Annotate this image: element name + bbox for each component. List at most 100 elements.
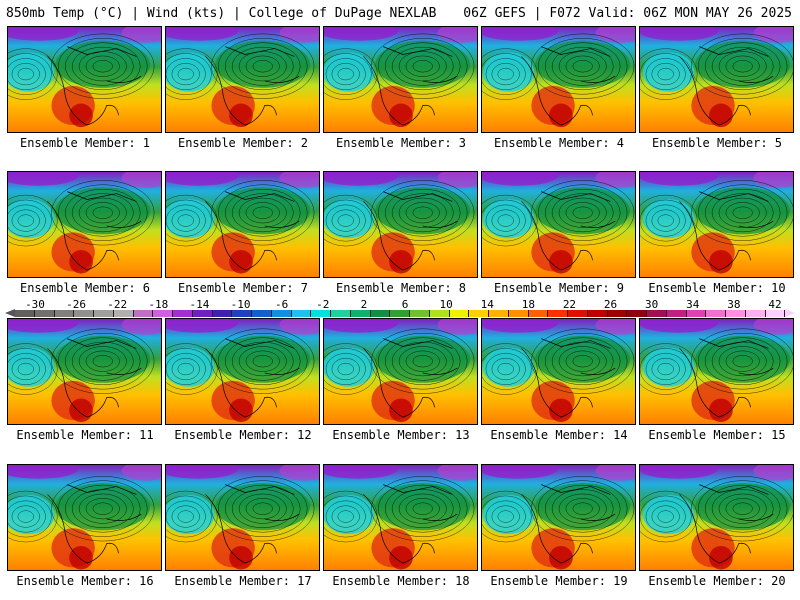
colorbar-cell — [706, 310, 726, 317]
colorbar-tick-label: 2 — [360, 298, 368, 311]
ensemble-member-label: Ensemble Member: 13 — [332, 428, 470, 442]
colorbar-cell — [607, 310, 628, 317]
temperature-wind-map-graphic — [166, 465, 319, 570]
ensemble-member-label: Ensemble Member: 11 — [16, 428, 154, 442]
colorbar-cell — [469, 310, 489, 317]
colorbar-cell — [686, 310, 707, 317]
colorbar-tick-label: 18 — [521, 298, 535, 311]
ensemble-member-label: Ensemble Member: 3 — [335, 136, 467, 150]
colorbar-cell — [627, 310, 647, 317]
temperature-wind-map-graphic — [640, 27, 793, 132]
temperature-wind-map-graphic — [324, 319, 477, 424]
temperature-wind-map-graphic — [166, 172, 319, 277]
ensemble-member-label: Ensemble Member: 1 — [19, 136, 151, 150]
ensemble-member-map — [7, 464, 162, 571]
colorbar-cell — [765, 310, 786, 317]
ensemble-member-label: Ensemble Member: 16 — [16, 574, 154, 588]
ensemble-member-map — [165, 26, 320, 133]
colorbar-tick-label: 6 — [401, 298, 409, 311]
colorbar-cell — [647, 310, 667, 317]
colorbar-cell — [173, 310, 193, 317]
temperature-wind-map-graphic — [8, 27, 161, 132]
colorbar-tick-label: 42 — [768, 298, 782, 311]
ensemble-member-map — [165, 171, 320, 278]
colorbar-cell — [489, 310, 509, 317]
ensemble-member-map — [323, 464, 478, 571]
colorbar-cell — [449, 310, 470, 317]
colorbar-cell — [252, 310, 272, 317]
colorbar-cell — [94, 310, 114, 317]
colorbar-cell — [133, 310, 154, 317]
colorbar-cell — [74, 310, 94, 317]
temperature-wind-map-graphic — [640, 319, 793, 424]
colorbar-cell — [291, 310, 312, 317]
ensemble-member-map — [481, 26, 636, 133]
ensemble-member-map — [165, 464, 320, 571]
colorbar-cell — [153, 310, 173, 317]
temperature-wind-map-graphic — [166, 27, 319, 132]
colorbar-tick-label: -6 — [275, 298, 289, 311]
colorbar-cell — [54, 310, 75, 317]
ensemble-member-label: Ensemble Member: 14 — [490, 428, 628, 442]
colorbar-tick-label: -14 — [189, 298, 210, 311]
temperature-wind-map-graphic — [8, 172, 161, 277]
ensemble-member-map — [323, 171, 478, 278]
colorbar-cell — [192, 310, 213, 317]
temperature-wind-map-graphic — [640, 465, 793, 570]
colorbar-cell — [311, 310, 331, 317]
colorbar-cell — [587, 310, 608, 317]
temperature-wind-map-graphic — [482, 172, 635, 277]
colorbar-cell — [528, 310, 549, 317]
colorbar-cell — [113, 310, 134, 317]
temperature-wind-map-graphic — [482, 465, 635, 570]
ensemble-member-map — [481, 464, 636, 571]
colorbar-cell — [271, 310, 292, 317]
ensemble-member-label: Ensemble Member: 12 — [174, 428, 312, 442]
ensemble-member-label: Ensemble Member: 8 — [335, 281, 467, 295]
ensemble-member-label: Ensemble Member: 5 — [651, 136, 783, 150]
ensemble-member-map — [639, 318, 794, 425]
temperature-colorbar: -30 -26 -22 -18 -14 -10 -6 -2 2 6 10 14 18 22 26 30 34 38… — [5, 298, 795, 318]
colorbar-cell — [726, 310, 746, 317]
colorbar-tick-label: -10 — [230, 298, 251, 311]
run-valid-time: 06Z GEFS | F072 Valid: 06Z MON MAY 26 20… — [463, 6, 792, 21]
colorbar-tick-label: -18 — [148, 298, 169, 311]
colorbar-tick-label: -2 — [316, 298, 330, 311]
colorbar-cell — [212, 310, 233, 317]
colorbar-cell — [666, 310, 687, 317]
colorbar-tick-label: -30 — [25, 298, 45, 311]
map-title: 850mb Temp (°C) | Wind (kts) | College o… — [6, 6, 437, 21]
temperature-wind-map-graphic — [166, 319, 319, 424]
ensemble-member-label: Ensemble Member: 7 — [177, 281, 309, 295]
ensemble-member-map — [165, 318, 320, 425]
colorbar-tick-label: 34 — [686, 298, 700, 311]
colorbar-tick-label: 10 — [439, 298, 453, 311]
colorbar-cell — [508, 310, 529, 317]
colorbar-cell — [390, 310, 410, 317]
colorbar-cell — [410, 310, 430, 317]
ensemble-member-label: Ensemble Member: 19 — [490, 574, 628, 588]
colorbar-cell — [34, 310, 55, 317]
temperature-wind-map-graphic — [482, 27, 635, 132]
temperature-wind-map-graphic — [324, 465, 477, 570]
colorbar-cell — [745, 310, 766, 317]
colorbar-tick-label: 14 — [480, 298, 494, 311]
colorbar-tick-label: -22 — [107, 298, 128, 311]
temperature-wind-map-graphic — [8, 465, 161, 570]
colorbar-tick-label: 26 — [603, 298, 618, 311]
colorbar-cell — [15, 310, 35, 317]
ensemble-member-map — [7, 318, 162, 425]
temperature-wind-map-graphic — [482, 319, 635, 424]
ensemble-member-label: Ensemble Member: 17 — [174, 574, 312, 588]
ensemble-member-label: Ensemble Member: 9 — [493, 281, 625, 295]
ensemble-member-map — [323, 26, 478, 133]
colorbar-cell — [429, 310, 450, 317]
colorbar-tick-label: 30 — [645, 298, 659, 311]
ensemble-member-map — [7, 171, 162, 278]
ensemble-member-label: Ensemble Member: 4 — [493, 136, 625, 150]
colorbar-tick-label: -26 — [66, 298, 87, 311]
colorbar-tick-label: 38 — [727, 298, 741, 311]
colorbar-cell — [350, 310, 371, 317]
ensemble-member-label: Ensemble Member: 15 — [648, 428, 786, 442]
temperature-wind-map-graphic — [324, 172, 477, 277]
